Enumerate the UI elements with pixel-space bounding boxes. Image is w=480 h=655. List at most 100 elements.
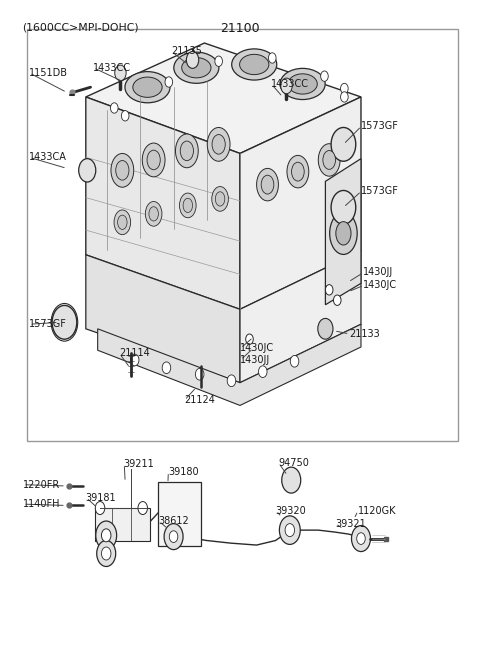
Circle shape [215, 56, 222, 66]
Circle shape [259, 365, 267, 377]
Ellipse shape [232, 49, 277, 80]
Ellipse shape [288, 74, 317, 94]
Circle shape [115, 65, 126, 81]
Ellipse shape [149, 207, 158, 221]
Circle shape [96, 521, 117, 550]
Circle shape [162, 362, 171, 373]
Text: 39320: 39320 [276, 506, 306, 515]
Circle shape [131, 354, 139, 365]
Bar [26, 29, 458, 441]
Polygon shape [96, 508, 150, 540]
Circle shape [290, 356, 299, 367]
Text: 1430JJ: 1430JJ [363, 267, 394, 277]
Polygon shape [240, 97, 361, 309]
Circle shape [321, 71, 328, 81]
Ellipse shape [147, 150, 160, 170]
Ellipse shape [280, 68, 325, 100]
Ellipse shape [257, 168, 278, 201]
Text: 94750: 94750 [278, 458, 309, 468]
Circle shape [101, 529, 111, 542]
Text: 1140FH: 1140FH [23, 499, 60, 509]
Text: 1430JJ: 1430JJ [240, 355, 270, 365]
Circle shape [52, 305, 77, 339]
Ellipse shape [291, 162, 304, 181]
Circle shape [331, 191, 356, 224]
Ellipse shape [240, 54, 269, 75]
Circle shape [96, 540, 116, 567]
Polygon shape [86, 97, 240, 309]
Text: 1151DB: 1151DB [29, 68, 68, 78]
Text: 1573GF: 1573GF [361, 121, 399, 131]
Text: 1220FR: 1220FR [23, 479, 60, 490]
Circle shape [285, 523, 295, 536]
Text: 1573GF: 1573GF [361, 186, 399, 196]
Polygon shape [97, 324, 361, 405]
Text: 21124: 21124 [184, 395, 215, 405]
Circle shape [195, 368, 204, 380]
Circle shape [282, 467, 301, 493]
Text: 21100: 21100 [220, 22, 260, 35]
Text: 1573GF: 1573GF [29, 319, 67, 329]
Ellipse shape [118, 215, 127, 229]
Ellipse shape [183, 198, 192, 213]
Circle shape [281, 78, 292, 94]
Circle shape [101, 547, 111, 560]
Ellipse shape [114, 210, 131, 234]
Ellipse shape [142, 143, 165, 177]
Polygon shape [158, 482, 201, 546]
Text: 1120GK: 1120GK [358, 506, 396, 515]
Text: 1430JC: 1430JC [240, 343, 274, 353]
Polygon shape [86, 255, 240, 383]
Circle shape [110, 103, 118, 113]
Ellipse shape [182, 58, 211, 78]
Circle shape [341, 92, 348, 102]
Circle shape [79, 159, 96, 182]
Circle shape [121, 111, 129, 121]
Circle shape [334, 295, 341, 305]
Ellipse shape [318, 143, 340, 176]
Text: 1433CA: 1433CA [29, 153, 67, 162]
Ellipse shape [145, 202, 162, 226]
Ellipse shape [174, 52, 219, 83]
Text: 1430JC: 1430JC [363, 280, 397, 290]
Ellipse shape [180, 193, 196, 217]
Text: 39211: 39211 [124, 459, 155, 469]
Text: 39181: 39181 [86, 493, 117, 502]
Circle shape [164, 523, 183, 550]
Text: 1433CC: 1433CC [93, 63, 131, 73]
Circle shape [341, 83, 348, 94]
Ellipse shape [336, 221, 351, 245]
Ellipse shape [330, 212, 357, 254]
Ellipse shape [323, 151, 336, 170]
Circle shape [246, 334, 253, 345]
Ellipse shape [212, 134, 225, 154]
Text: 39180: 39180 [168, 466, 199, 477]
Circle shape [165, 77, 173, 87]
Ellipse shape [176, 134, 198, 168]
Ellipse shape [111, 153, 134, 187]
Ellipse shape [207, 128, 230, 161]
Text: 21135: 21135 [171, 47, 202, 56]
Circle shape [351, 525, 371, 552]
Circle shape [331, 128, 356, 161]
Ellipse shape [125, 71, 170, 103]
Circle shape [325, 285, 333, 295]
Polygon shape [86, 43, 361, 153]
Circle shape [138, 502, 147, 515]
Text: 38612: 38612 [158, 516, 189, 526]
Circle shape [169, 531, 178, 542]
Text: 1433CC: 1433CC [271, 79, 309, 89]
Text: 39321: 39321 [335, 519, 366, 529]
Ellipse shape [212, 187, 228, 212]
Circle shape [186, 52, 199, 68]
Ellipse shape [261, 175, 274, 194]
Circle shape [227, 375, 236, 386]
Ellipse shape [116, 160, 129, 180]
Ellipse shape [180, 141, 193, 160]
Circle shape [268, 53, 276, 63]
Ellipse shape [287, 155, 309, 188]
Polygon shape [325, 159, 361, 305]
Circle shape [96, 502, 105, 515]
Ellipse shape [133, 77, 162, 98]
Text: 21114: 21114 [119, 348, 150, 358]
